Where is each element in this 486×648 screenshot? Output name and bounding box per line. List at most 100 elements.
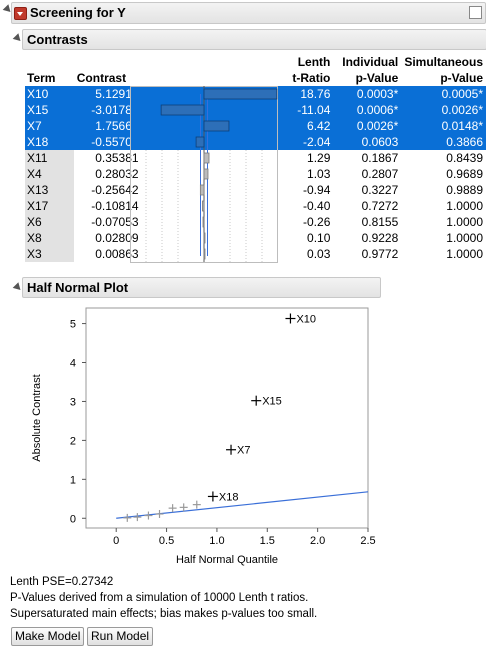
contrast-bar xyxy=(203,168,209,180)
individual-p-cell: 0.9228 xyxy=(361,231,399,245)
col-individual: Individual p-Value xyxy=(342,55,399,85)
term-cell: X6 xyxy=(25,214,74,230)
y-tick-label: 3 xyxy=(70,396,76,408)
red-triangle-menu-icon[interactable] xyxy=(14,7,27,20)
run-model-button[interactable]: Run Model xyxy=(87,627,154,646)
simultaneous-p-cell: 0.8439 xyxy=(446,151,483,165)
y-tick-label: 2 xyxy=(70,435,76,447)
t-ratio-cell: -11.04 xyxy=(283,102,334,118)
contrast-cell: 0.02809 xyxy=(95,231,139,245)
t-ratio-cell: -0.94 xyxy=(303,183,331,197)
individual-p-cell: 0.0006* xyxy=(333,102,402,118)
contrast-bar xyxy=(203,152,210,164)
simultaneous-p-cell: 0.3866 xyxy=(401,134,486,150)
table-row[interactable]: X3 0.00863 0.03 0.9772 1.0000 xyxy=(25,246,486,262)
simultaneous-p-cell: 0.9689 xyxy=(446,167,483,181)
simultaneous-p-cell: 0.0026* xyxy=(401,102,486,118)
simultaneous-p-cell: 1.0000 xyxy=(446,199,483,213)
lenth-pse-note: Lenth PSE=0.27342 xyxy=(10,576,114,588)
contrast-cell: -0.10814 xyxy=(91,199,139,213)
individual-p-cell: 0.7272 xyxy=(361,199,399,213)
table-row[interactable]: X18 -0.55701 -2.04 0.0603 0.3866 xyxy=(25,134,486,150)
contrast-bar-chart xyxy=(130,86,278,263)
plot-point xyxy=(251,395,262,406)
individual-p-cell: 0.9772 xyxy=(361,247,399,261)
contrast-cell: 0.00863 xyxy=(95,247,139,261)
plot-point xyxy=(168,504,177,513)
plot-point xyxy=(155,509,164,518)
screening-header: Screening for Y xyxy=(11,2,486,24)
contrast-cell: 5.12918 xyxy=(73,86,142,102)
table-row[interactable]: X11 0.35381 1.29 0.1867 0.8439 xyxy=(25,150,486,166)
t-ratio-cell: -0.40 xyxy=(303,199,331,213)
x-tick-label: 1.5 xyxy=(260,535,275,547)
t-ratio-cell: 1.29 xyxy=(307,151,331,165)
point-label: X15 xyxy=(262,396,282,408)
table-row[interactable]: X6 -0.07053 -0.26 0.8155 1.0000 xyxy=(25,214,486,230)
plot-point xyxy=(192,500,201,509)
col-lenth: Lenth t-Ratio xyxy=(292,55,331,85)
x-tick-label: 0.5 xyxy=(159,535,174,547)
individual-p-cell: 0.0003* xyxy=(333,86,402,102)
col-simultaneous: Simultaneous p-Value xyxy=(404,55,483,85)
col-term: Term xyxy=(27,71,56,85)
table-row[interactable]: X4 0.28032 1.03 0.2807 0.9689 xyxy=(25,166,486,182)
term-cell: X8 xyxy=(25,230,74,246)
contrast-bar xyxy=(202,216,205,228)
make-model-button[interactable]: Make Model xyxy=(11,627,85,646)
term-cell: X13 xyxy=(25,182,74,198)
contrast-cell: -0.25642 xyxy=(91,183,139,197)
individual-p-cell: 0.0026* xyxy=(333,118,402,134)
contrast-cell: -0.55701 xyxy=(73,134,142,150)
term-cell: X17 xyxy=(25,198,74,214)
simultaneous-p-cell: 1.0000 xyxy=(446,215,483,229)
contrast-cell: 0.28032 xyxy=(95,167,139,181)
col-contrast: Contrast xyxy=(76,71,127,85)
term-cell: X18 xyxy=(25,134,74,150)
term-cell: X10 xyxy=(25,86,74,102)
table-header-row: Term Contrast Lenth t-Ratio Individual p-V… xyxy=(25,54,486,86)
contrast-cell: -0.07053 xyxy=(91,215,139,229)
simultaneous-p-cell: 0.0005* xyxy=(401,86,486,102)
table-row[interactable]: X8 0.02809 0.10 0.9228 1.0000 xyxy=(25,230,486,246)
col-bar xyxy=(142,54,284,86)
individual-p-cell: 0.3227 xyxy=(361,183,399,197)
simultaneous-p-cell: 1.0000 xyxy=(446,231,483,245)
contrast-bar xyxy=(195,136,205,148)
t-ratio-cell: 1.03 xyxy=(307,167,331,181)
contrasts-title: Contrasts xyxy=(27,32,88,47)
table-row[interactable]: X13 -0.25642 -0.94 0.3227 0.9889 xyxy=(25,182,486,198)
contrast-bar xyxy=(203,88,278,100)
simultaneous-p-cell: 0.9889 xyxy=(446,183,483,197)
x-axis-label: Half Normal Quantile xyxy=(176,554,278,566)
contrast-bar xyxy=(203,232,206,244)
table-row[interactable]: X17 -0.10814 -0.40 0.7272 1.0000 xyxy=(25,198,486,214)
t-ratio-cell: -2.04 xyxy=(283,134,334,150)
plot-point xyxy=(226,444,237,455)
t-ratio-cell: 0.03 xyxy=(307,247,331,261)
individual-p-cell: 0.8155 xyxy=(361,215,399,229)
contrast-bar xyxy=(202,200,205,212)
individual-p-cell: 0.0603 xyxy=(333,134,402,150)
contrasts-header: Contrasts xyxy=(22,29,486,50)
panel-options-icon[interactable] xyxy=(469,6,482,19)
contrast-cell: -3.01789 xyxy=(73,102,142,118)
plot-point xyxy=(285,313,296,324)
y-tick-label: 1 xyxy=(70,474,76,486)
contrast-bar xyxy=(203,120,230,132)
contrast-cell: 0.35381 xyxy=(95,151,139,165)
contrast-bar xyxy=(203,248,206,260)
supersaturated-note: Supersaturated main effects; bias makes … xyxy=(10,608,318,620)
pvalues-note: P-Values derived from a simulation of 10… xyxy=(10,592,309,604)
contrast-cell: 1.75669 xyxy=(73,118,142,134)
x-tick-label: 2.0 xyxy=(310,535,325,547)
term-cell: X7 xyxy=(25,118,74,134)
t-ratio-cell: 0.10 xyxy=(307,231,331,245)
simultaneous-p-cell: 1.0000 xyxy=(446,247,483,261)
plot-frame xyxy=(85,307,369,529)
term-cell: X15 xyxy=(25,102,74,118)
t-ratio-cell: 18.76 xyxy=(283,86,334,102)
point-label: X7 xyxy=(237,445,250,457)
term-cell: X3 xyxy=(25,246,74,262)
x-tick-label: 1.0 xyxy=(209,535,224,547)
